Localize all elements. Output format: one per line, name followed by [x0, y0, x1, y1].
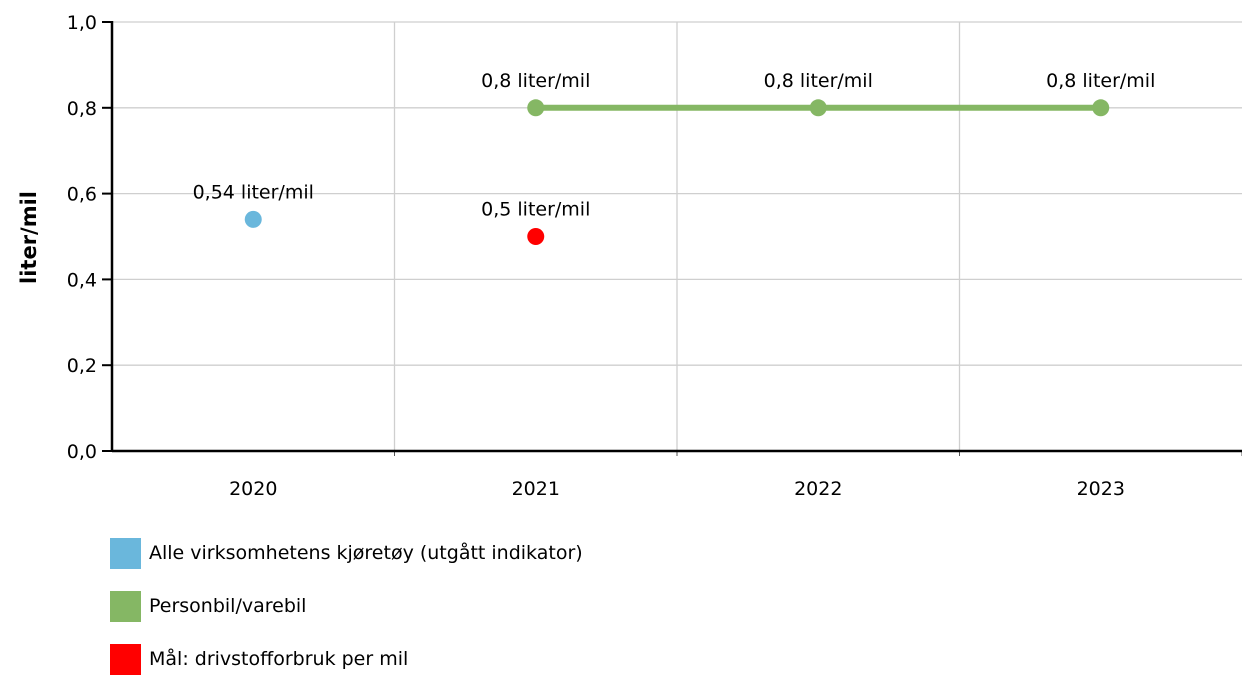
x-tick-label: 2020 [229, 478, 277, 500]
x-tick-label: 2022 [794, 478, 842, 500]
legend-swatch [110, 643, 141, 675]
x-tick-label: 2023 [1077, 478, 1125, 500]
data-label: 0,54 liter/mil [193, 181, 314, 203]
y-tick-label: 1,0 [67, 12, 97, 34]
legend-item: Alle virksomhetens kjøretøy (utgått indi… [110, 536, 583, 570]
chart-plot: 0,0 0,2 0,4 0,6 0,8 1,0 2020 2021 2022 2023 liter/… [17, 12, 1242, 500]
legend-label: Alle virksomhetens kjøretøy (utgått indi… [149, 542, 583, 564]
y-tick-label: 0,2 [67, 355, 97, 377]
legend-item: Mål: drivstofforbruk per mil [110, 642, 583, 676]
data-point [244, 210, 262, 228]
legend-swatch [110, 590, 141, 622]
data-label: 0,8 liter/mil [764, 70, 873, 92]
y-tick-label: 0,4 [67, 269, 97, 291]
data-point [527, 228, 545, 245]
y-tick-label: 0,0 [67, 441, 97, 463]
data-label: 0,8 liter/mil [481, 70, 590, 92]
legend-swatch [110, 537, 141, 569]
y-axis-title: liter/mil [17, 191, 41, 284]
data-point [809, 99, 827, 117]
y-tick-label: 0,6 [67, 184, 97, 206]
legend-label: Mål: drivstofforbruk per mil [149, 648, 409, 670]
y-tick-label: 0,8 [67, 98, 97, 120]
x-tick-label: 2021 [512, 478, 560, 500]
data-point [1092, 99, 1110, 117]
data-label: 0,5 liter/mil [481, 199, 590, 221]
data-point [527, 99, 545, 117]
data-label: 0,8 liter/mil [1046, 70, 1155, 92]
chart-legend: Alle virksomhetens kjøretøy (utgått indi… [110, 536, 583, 695]
legend-label: Personbil/varebil [149, 595, 307, 617]
legend-item: Personbil/varebil [110, 589, 583, 623]
